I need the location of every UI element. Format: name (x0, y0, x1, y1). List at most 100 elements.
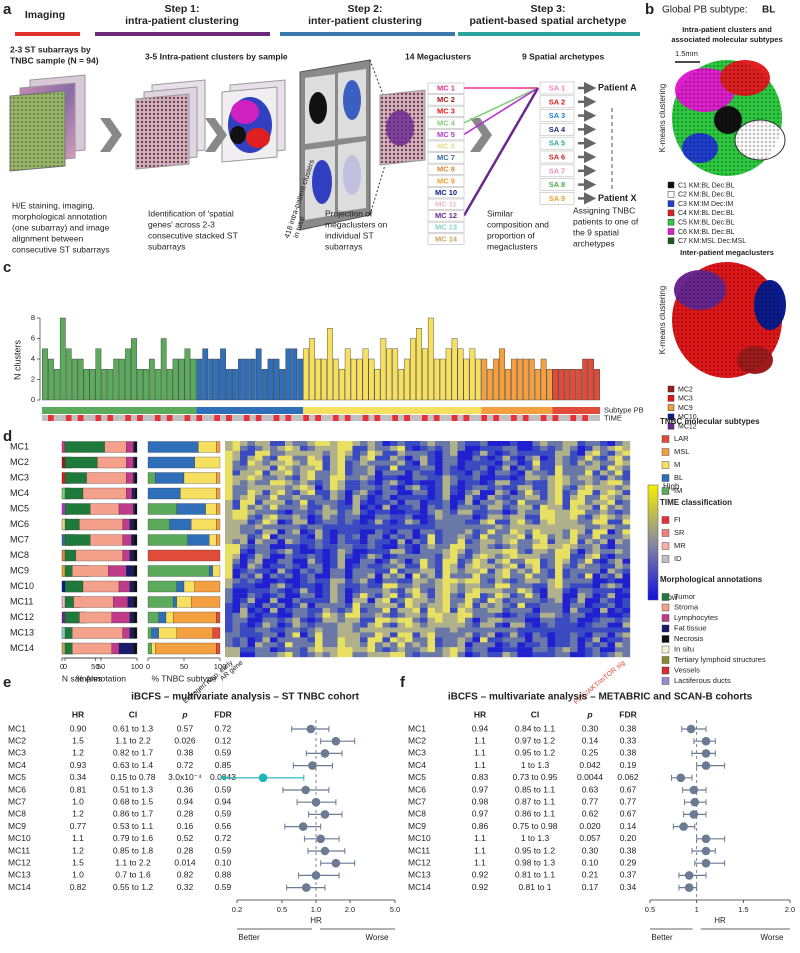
heatmap-cell (457, 529, 466, 535)
heatmap-cell (585, 549, 593, 555)
heatmap-cell (592, 504, 601, 510)
heatmap-cell (232, 539, 241, 545)
heatmap-cell (532, 460, 541, 466)
heatmap-cell (285, 529, 293, 535)
heatmap-cell (420, 637, 428, 643)
heatmap-cell (577, 490, 586, 496)
heatmap-cell (382, 607, 391, 614)
legend-swatch (661, 474, 670, 482)
heatmap-cell (607, 549, 616, 555)
heatmap-cell (465, 627, 473, 633)
heatmap-cell (307, 519, 316, 525)
heatmap-cell (480, 490, 488, 496)
heatmap-cell (585, 514, 593, 520)
heatmap-cell (292, 485, 301, 491)
heatmap-cell (480, 573, 488, 579)
heatmap-cell (322, 539, 331, 545)
heatmap-cell (510, 607, 518, 614)
heatmap-cell (495, 612, 503, 618)
heatmap-cell (577, 598, 586, 604)
heatmap-cell (345, 490, 353, 496)
heatmap-cell (247, 529, 256, 535)
heatmap-cell (547, 588, 556, 594)
bar (202, 348, 209, 401)
heatmap-cell (525, 563, 533, 569)
heatmap-cell (360, 617, 368, 623)
cell: 0.34 (70, 772, 87, 782)
heatmap-cell (600, 588, 608, 594)
heatmap-cell (487, 627, 496, 633)
time-cell (344, 415, 351, 421)
heatmap-cell (247, 465, 256, 471)
heatmap-cell (472, 485, 481, 491)
heatmap-cell (457, 622, 466, 628)
heatmap-cell (307, 573, 316, 579)
heatmap-cell (360, 470, 368, 476)
heatmap-cell (352, 553, 361, 560)
cell: 0.94 (472, 723, 489, 733)
heatmap-cell (292, 647, 301, 653)
heatmap-cell (465, 578, 473, 584)
heatmap-cell (600, 647, 608, 653)
heatmap-cell (555, 612, 563, 618)
heatmap-cell (405, 598, 413, 604)
heatmap-cell (375, 612, 383, 618)
heatmap-cell (502, 519, 511, 525)
stacked-segment (191, 596, 221, 608)
heatmap-cell (435, 573, 443, 579)
heatmap-cell (427, 583, 436, 589)
heatmap-cell (285, 460, 293, 466)
heatmap-cell (465, 539, 473, 545)
heatmap-cell (382, 603, 391, 609)
bar (528, 358, 535, 401)
heatmap-cell (517, 475, 526, 481)
heatmap-cell (510, 553, 518, 560)
heatmap-cell (382, 588, 391, 594)
heatmap-cell (547, 632, 556, 638)
heatmap-cell (517, 553, 526, 560)
heatmap-cell (255, 603, 263, 609)
heatmap-cell (517, 563, 526, 569)
stacked-segment (64, 472, 87, 484)
heatmap-cell (225, 529, 233, 535)
heatmap-cell (502, 455, 511, 461)
heatmap-cell (562, 524, 571, 530)
cell: 0.82 (70, 882, 87, 892)
heatmap-cell (480, 445, 488, 452)
heatmap-cell (292, 445, 301, 452)
heatmap-cell (232, 558, 241, 564)
heatmap-cell (420, 588, 428, 594)
heatmap-cell (502, 617, 511, 623)
heatmap-cell (517, 499, 526, 506)
heatmap-cell (307, 558, 316, 564)
texture (672, 262, 782, 378)
heatmap-cell (622, 480, 631, 486)
heatmap-cell (352, 588, 361, 594)
mc-label: MC 10 (435, 188, 457, 197)
heatmap-cell (255, 504, 263, 510)
stacked-segment (216, 472, 221, 484)
heatmap-cell (577, 529, 586, 535)
heatmap-cell (495, 622, 503, 628)
heatmap-cell (600, 534, 608, 540)
heatmap-cell (600, 642, 608, 648)
legend-swatch (661, 645, 670, 654)
heatmap-cell (570, 485, 578, 491)
heatmap-cell (225, 524, 233, 530)
heatmap-cell (330, 441, 338, 447)
heatmap-cell (577, 485, 586, 491)
cell: 0.10 (582, 857, 599, 867)
x-tick-label: 50 (97, 662, 105, 671)
heatmap-cell (547, 593, 556, 599)
heatmap-cell (345, 485, 353, 491)
heatmap-cell (405, 485, 413, 491)
heatmap-cell (255, 642, 263, 648)
heatmap-cell (412, 475, 421, 481)
sa-box (539, 95, 575, 109)
heatmap-cell (570, 568, 578, 574)
time-cell (261, 415, 268, 421)
cell: 0.32 (177, 882, 194, 892)
patient-label: Patient A (598, 82, 637, 92)
heatmap-cell (555, 578, 563, 584)
heatmap-cell (397, 612, 406, 618)
